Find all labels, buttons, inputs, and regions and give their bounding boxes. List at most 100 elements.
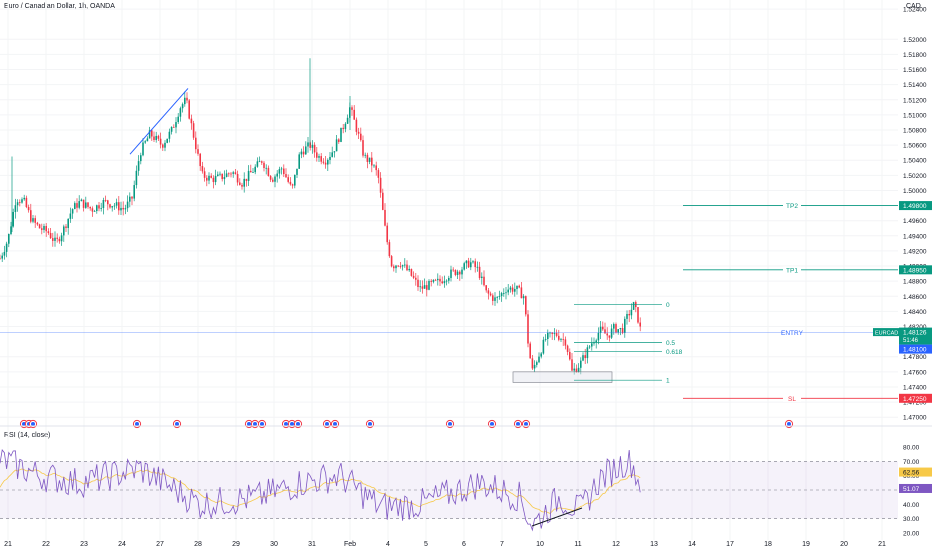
candle-body	[485, 285, 487, 291]
candle-body	[12, 212, 14, 227]
candle-body	[509, 287, 512, 290]
candle-body	[322, 161, 325, 163]
candle-body	[120, 207, 122, 211]
candle-body	[395, 265, 397, 269]
candle-body	[181, 104, 184, 109]
event-marker-icon[interactable]	[784, 419, 794, 429]
y-tick-label: 1.47400	[903, 384, 927, 391]
candle-body	[516, 285, 518, 289]
candle-body	[241, 184, 243, 187]
candle-body	[608, 335, 611, 338]
candle-body	[331, 152, 333, 157]
y-tick-label: 1.47000	[903, 415, 927, 422]
candle-body	[496, 296, 498, 298]
candle-body	[366, 154, 369, 162]
event-marker-icon[interactable]	[250, 419, 260, 429]
candle-body	[628, 313, 630, 316]
candle-body	[417, 279, 419, 288]
candle-body	[527, 314, 529, 344]
candle-body	[71, 209, 74, 214]
event-marker-icon[interactable]	[293, 419, 303, 429]
candle-body	[1, 255, 3, 259]
candle-body	[188, 100, 190, 119]
rsi-ma-tag: 51.07	[903, 486, 920, 493]
candle-body	[100, 208, 102, 209]
fib-level-label: 0.618	[666, 349, 683, 356]
rsi-tick-label: 80.00	[903, 445, 920, 452]
candle-body	[115, 202, 118, 206]
price-tag-bg	[899, 265, 932, 275]
candle-body	[76, 203, 78, 208]
candle-body	[129, 196, 131, 202]
candle-body	[335, 139, 338, 152]
event-marker-icon[interactable]	[445, 419, 455, 429]
candle-body	[203, 171, 206, 178]
candle-body	[529, 343, 531, 359]
candle-body	[298, 154, 300, 169]
candle-body	[258, 161, 261, 163]
event-marker-icon[interactable]	[521, 419, 531, 429]
event-marker-icon[interactable]	[365, 419, 375, 429]
event-marker-icon[interactable]	[487, 419, 497, 429]
event-marker-icon[interactable]	[513, 419, 523, 429]
candle-body	[155, 135, 157, 140]
event-marker-icon[interactable]	[28, 419, 38, 429]
candle-body	[65, 226, 67, 228]
candle-body	[225, 173, 228, 177]
candle-body	[544, 339, 547, 340]
candle-body	[69, 213, 72, 219]
candle-body	[540, 353, 542, 357]
candle-body	[489, 293, 492, 296]
y-tick-label: 1.50200	[903, 173, 927, 180]
candle-body	[357, 131, 360, 134]
candle-body	[192, 123, 195, 138]
rsi-ma-tag-bg	[899, 467, 932, 477]
candle-body	[564, 339, 567, 346]
candle-body	[566, 345, 569, 352]
candle-body	[597, 332, 600, 341]
rsi-tick-label: 70.00	[903, 459, 920, 466]
candle-body	[179, 108, 182, 117]
y-tick-label: 1.48800	[903, 279, 927, 286]
rsi-ma-line	[0, 468, 641, 514]
candle-body	[492, 295, 494, 301]
candle-body	[184, 97, 186, 105]
y-tick-label: 1.47600	[903, 369, 927, 376]
rsi-tick-label: 40.00	[903, 502, 920, 509]
y-tick-label: 1.51000	[903, 112, 927, 119]
event-marker-icon[interactable]	[172, 419, 182, 429]
x-tick-label: 5	[424, 541, 428, 548]
candle-body	[21, 199, 23, 203]
price-tag: 1.47250	[903, 396, 927, 403]
candle-body	[351, 107, 353, 110]
candle-body	[329, 156, 331, 160]
candle-body	[465, 260, 468, 264]
event-marker-icon[interactable]	[132, 419, 142, 429]
candle-body	[525, 296, 527, 315]
x-tick-label: 7	[500, 541, 504, 548]
candle-body	[3, 251, 6, 256]
candle-body	[441, 281, 443, 284]
candle-body	[74, 203, 76, 210]
x-tick-label: 21	[4, 541, 12, 548]
x-tick-label: 11	[574, 541, 581, 548]
candle-body	[111, 206, 113, 208]
candle-body	[162, 144, 164, 148]
symbol-tag-bg	[873, 328, 899, 337]
candle-body	[626, 313, 628, 319]
x-tick-label: 17	[726, 541, 734, 548]
event-marker-icon[interactable]	[322, 419, 332, 429]
rsi-tick-label: 30.00	[903, 516, 920, 523]
candle-body	[5, 243, 8, 252]
candle-body	[276, 173, 278, 177]
event-marker-icon[interactable]	[257, 419, 267, 429]
candle-body	[261, 161, 263, 163]
candle-body	[494, 297, 496, 301]
candle-body	[452, 269, 454, 271]
candle-body	[401, 265, 404, 267]
candle-body	[256, 161, 259, 167]
candle-body	[201, 166, 204, 172]
event-marker-icon[interactable]	[330, 419, 340, 429]
candle-body	[316, 152, 318, 158]
